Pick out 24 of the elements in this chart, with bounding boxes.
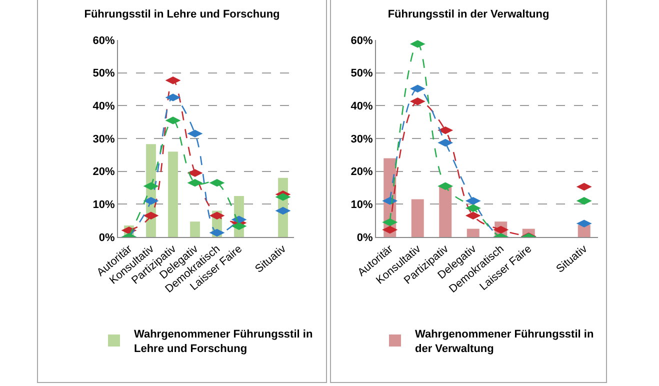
y-tick-label: 60%	[92, 34, 116, 47]
y-tick-label: 60%	[350, 34, 374, 47]
bar	[439, 186, 452, 237]
y-tick-label: 50%	[92, 68, 116, 80]
bar	[578, 224, 590, 237]
y-tick-label: 20%	[350, 166, 374, 178]
bar	[190, 222, 200, 237]
bar	[466, 228, 480, 237]
y-tick-label: 0%	[356, 232, 374, 244]
y-tick-label: 30%	[92, 133, 116, 146]
legend-label: Wahrgenommener Führungsstil in der Verwaltung	[415, 328, 594, 355]
y-tick-label: 50%	[350, 68, 374, 80]
y-tick-label: 20%	[92, 166, 116, 178]
y-tick-label: 30%	[350, 133, 374, 146]
chart-title: Führungsstil in Lehre und Forschung	[84, 8, 280, 20]
y-tick-label: 10%	[92, 199, 116, 212]
bar	[411, 199, 424, 237]
legend-label: Wahrgenommener Führungsstil in Lehre und Forschung	[134, 328, 313, 355]
y-tick-label: 40%	[92, 100, 116, 113]
y-tick-label: 0%	[98, 232, 116, 244]
bar	[168, 152, 178, 237]
y-tick-label: 40%	[350, 100, 374, 113]
y-tick-label: 10%	[350, 199, 374, 212]
chart-title: Führungsstil in der Verwaltung	[388, 8, 550, 20]
